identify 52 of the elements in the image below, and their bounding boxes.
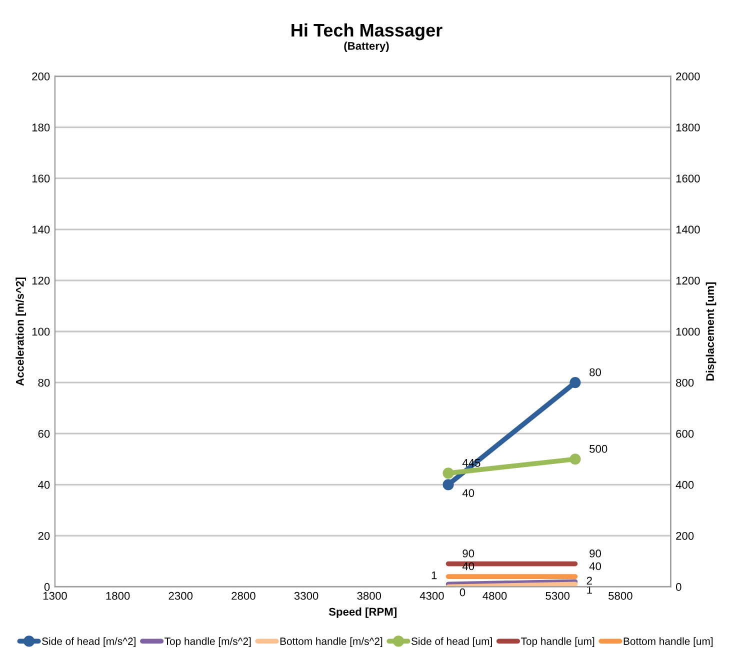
y2-tick-label: 1600: [676, 174, 700, 182]
y2-tick-label: 1000: [676, 328, 700, 336]
data-label: 500: [590, 444, 608, 453]
y-tick-label: 100: [32, 328, 50, 336]
y-tick-label: 140: [32, 226, 50, 234]
chart-subtitle: (Battery): [344, 42, 389, 52]
chart-title: Hi Tech Massager: [292, 23, 442, 40]
y-tick-label: 40: [38, 480, 50, 489]
data-label: 40: [462, 489, 474, 497]
data-label: 90: [590, 550, 602, 558]
y-tick-label: 20: [38, 532, 50, 540]
data-label: 90: [462, 550, 474, 558]
y2-tick-label: 2000: [676, 72, 700, 80]
data-label: 80: [590, 368, 602, 376]
y2-tick-label: 600: [676, 430, 694, 438]
y2-tick-label: 1800: [676, 124, 700, 132]
data-label: 40: [589, 562, 602, 570]
legend-label: Top handle [um]: [520, 637, 594, 647]
x-tick-label: 2800: [232, 592, 256, 600]
x-tick-label: 4300: [420, 592, 444, 600]
data-label: 0: [460, 588, 466, 596]
y2-tick-label: 1200: [676, 276, 700, 285]
legend-label: Bottom handle [m/s^2]: [280, 637, 382, 647]
y2-tick-label: 400: [676, 480, 694, 489]
y2-tick-label: 200: [676, 532, 694, 540]
data-label: 1: [432, 571, 437, 580]
legend-label: Bottom handle [um]: [624, 637, 713, 647]
y-tick-label: 160: [32, 174, 50, 182]
x-tick-label: 3300: [294, 592, 318, 600]
x-tick-label: 1300: [43, 592, 67, 600]
x-axis-title: Speed [RPM]: [328, 608, 396, 618]
y-tick-label: 60: [38, 430, 50, 438]
x-tick-label: 5800: [608, 592, 632, 600]
legend-label: Side of head [um]: [411, 637, 492, 647]
y-tick-label: 200: [32, 72, 50, 80]
y2-tick-label: 0: [676, 583, 682, 591]
legend-label: Side of head [m/s^2]: [42, 637, 136, 647]
x-tick-label: 1800: [106, 592, 130, 600]
y-tick-label: 0: [44, 583, 50, 591]
y-tick-label: 120: [32, 276, 50, 285]
y-axis-title: Acceleration [m/s^2]: [16, 278, 26, 386]
x-tick-label: 2300: [168, 592, 193, 600]
x-tick-label: 3800: [357, 592, 382, 600]
y2-tick-label: 1400: [676, 226, 700, 234]
y2-tick-label: 800: [676, 378, 694, 387]
x-tick-label: 4800: [482, 592, 507, 600]
y-tick-label: 180: [32, 124, 50, 132]
x-tick-label: 5300: [546, 592, 570, 600]
data-label: 2: [586, 576, 592, 585]
y2-axis-title: Displacement [um]: [706, 282, 716, 380]
y-tick-label: 80: [38, 378, 50, 387]
legend-label: Top handle [m/s^2]: [164, 637, 251, 647]
